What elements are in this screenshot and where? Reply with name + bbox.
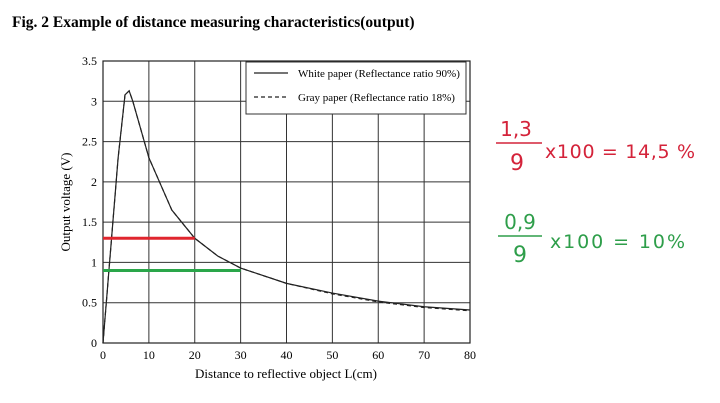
x-axis-label: Distance to reflective object L(cm) — [195, 366, 377, 381]
y-tick-label: 1 — [91, 255, 97, 269]
x-tick-label: 20 — [189, 348, 201, 362]
note-green-rest: x100 = 10% — [550, 231, 685, 253]
legend: White paper (Reflectance ratio 90%) Gray… — [245, 61, 467, 115]
x-tick-label: 0 — [100, 348, 106, 362]
note-green-denominator: 9 — [513, 243, 527, 268]
x-tick-label: 60 — [372, 348, 384, 362]
x-tick-label: 70 — [418, 348, 430, 362]
x-tick-label: 80 — [464, 348, 476, 362]
y-axis-label: Output voltage (V) — [58, 153, 73, 252]
annotation-lines — [103, 236, 241, 272]
y-tick-label: 0.5 — [82, 296, 97, 310]
note-green-numerator: 0,9 — [504, 210, 536, 234]
y-tick-label: 2 — [91, 175, 97, 189]
y-tick-label: 1.5 — [82, 215, 97, 229]
note-red: 1,3 9 x100 = 14,5 % — [496, 117, 695, 176]
note-red-numerator: 1,3 — [500, 117, 532, 141]
x-tick-label: 40 — [281, 348, 293, 362]
legend-label-gray: Gray paper (Reflectance ratio 18%) — [298, 92, 455, 104]
x-tick-label: 10 — [143, 348, 155, 362]
tick-labels: 0 10 20 30 40 50 60 70 80 0 0.5 1 1.5 2 2.5 3 3.5 — [82, 54, 476, 362]
note-red-rest: x100 = 14,5 % — [545, 141, 695, 163]
x-tick-label: 50 — [326, 348, 338, 362]
note-green: 0,9 9 x100 = 10% — [498, 210, 685, 268]
chart-title: Fig. 2 Example of distance measuring cha… — [12, 14, 415, 31]
y-tick-label: 0 — [91, 336, 97, 350]
plot-frame — [102, 60, 471, 344]
x-tick-label: 30 — [235, 348, 247, 362]
y-tick-label: 2.5 — [82, 135, 97, 149]
note-red-denominator: 9 — [510, 151, 524, 176]
y-tick-label: 3.5 — [82, 54, 97, 68]
legend-label-white: White paper (Reflectance ratio 90%) — [298, 68, 460, 80]
y-tick-label: 3 — [91, 94, 97, 108]
